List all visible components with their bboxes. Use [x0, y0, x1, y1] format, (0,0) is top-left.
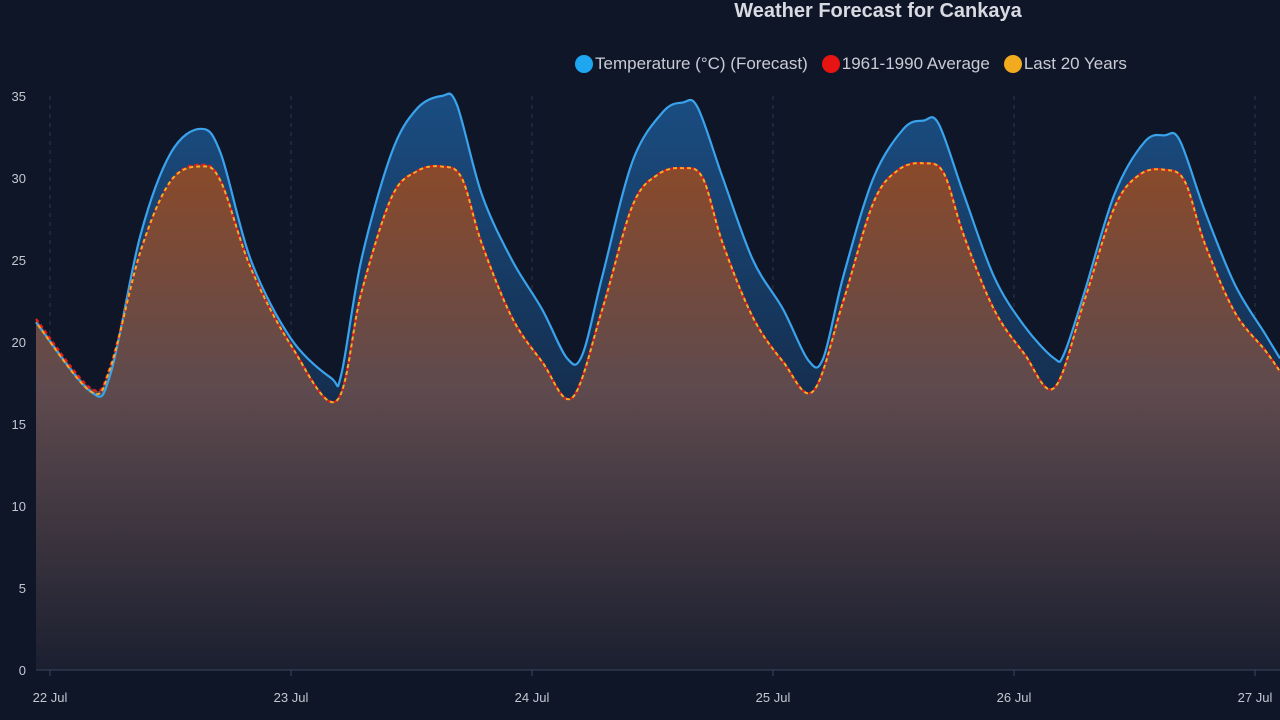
legend-label: 1961-1990 Average: [841, 54, 990, 73]
average-area: [36, 163, 1280, 670]
legend-label: Temperature (°C) (Forecast): [595, 54, 808, 73]
y-tick-label: 0: [19, 663, 26, 678]
legend-item-last20[interactable]: Last 20 Years: [1003, 54, 1127, 74]
legend-marker-forecast: [575, 55, 593, 73]
last20-line: [35, 162, 1280, 404]
y-tick-label: 5: [19, 581, 26, 596]
x-tick-label: 22 Jul: [33, 690, 68, 705]
average-line: [35, 161, 1280, 404]
x-tick-label: 25 Jul: [756, 690, 791, 705]
legend-marker-last20: [1003, 55, 1022, 73]
chart-title: Weather Forecast for Cankaya: [734, 0, 1022, 22]
x-tick-label: 23 Jul: [274, 690, 309, 705]
legend-label: Last 20 Years: [1023, 54, 1127, 73]
y-tick-label: 10: [12, 499, 26, 514]
y-tick-label: 35: [12, 89, 26, 104]
y-tick-label: 15: [12, 417, 26, 432]
y-tick-label: 20: [12, 335, 26, 350]
y-tick-label: 30: [12, 171, 26, 186]
x-tick-label: 27 Jul: [1238, 690, 1273, 705]
x-tick-label: 26 Jul: [997, 690, 1032, 705]
legend-item-forecast[interactable]: Temperature (°C) (Forecast): [575, 54, 808, 74]
legend-item-average[interactable]: 1961-1990 Average: [821, 54, 990, 74]
forecast-line: [35, 92, 1280, 398]
y-tick-label: 25: [12, 253, 26, 268]
legend: Temperature (°C) (Forecast) 1961-1990 Av…: [575, 54, 1127, 74]
legend-marker-average: [821, 55, 840, 73]
x-tick-label: 24 Jul: [515, 690, 550, 705]
